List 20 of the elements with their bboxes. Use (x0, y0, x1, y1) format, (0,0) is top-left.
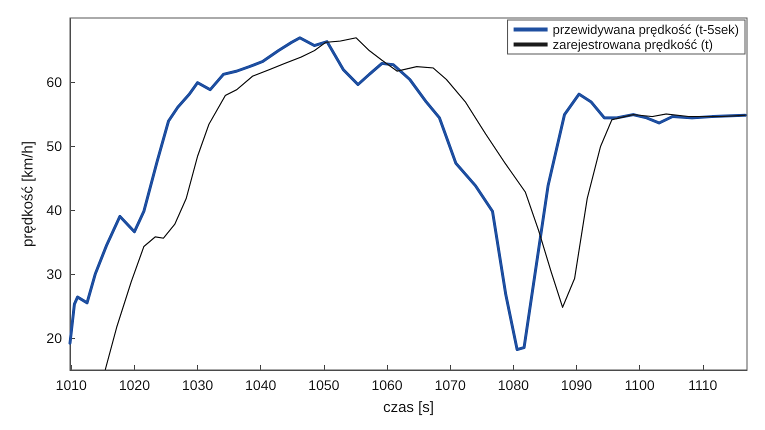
x-tick-label: 1020 (118, 377, 150, 393)
y-axis-title: prędkość [km/h] (20, 141, 37, 247)
x-tick-label: 1030 (182, 377, 214, 393)
x-tick-label: 1010 (56, 377, 88, 393)
x-tick-label: 1070 (434, 377, 466, 393)
y-tick-label: 40 (46, 202, 62, 218)
x-tick-label: 1090 (560, 377, 592, 393)
y-tick-label: 20 (46, 330, 62, 346)
x-axis-title: czas [s] (383, 399, 434, 416)
legend-label: przewidywana prędkość (t-5sek) (552, 22, 739, 37)
y-tick-label: 60 (46, 74, 62, 90)
x-tick-label: 1110 (688, 377, 718, 393)
x-tick-label: 1040 (245, 377, 276, 393)
x-tick-label: 1050 (308, 377, 340, 393)
y-tick-label: 30 (46, 266, 62, 282)
x-tick-label: 1060 (371, 377, 403, 393)
y-tick-label: 50 (46, 138, 62, 154)
legend-label: zarejestrowana prędkość (t) (552, 37, 713, 52)
x-tick-label: 1100 (624, 377, 655, 393)
x-tick-label: 1080 (498, 377, 530, 393)
